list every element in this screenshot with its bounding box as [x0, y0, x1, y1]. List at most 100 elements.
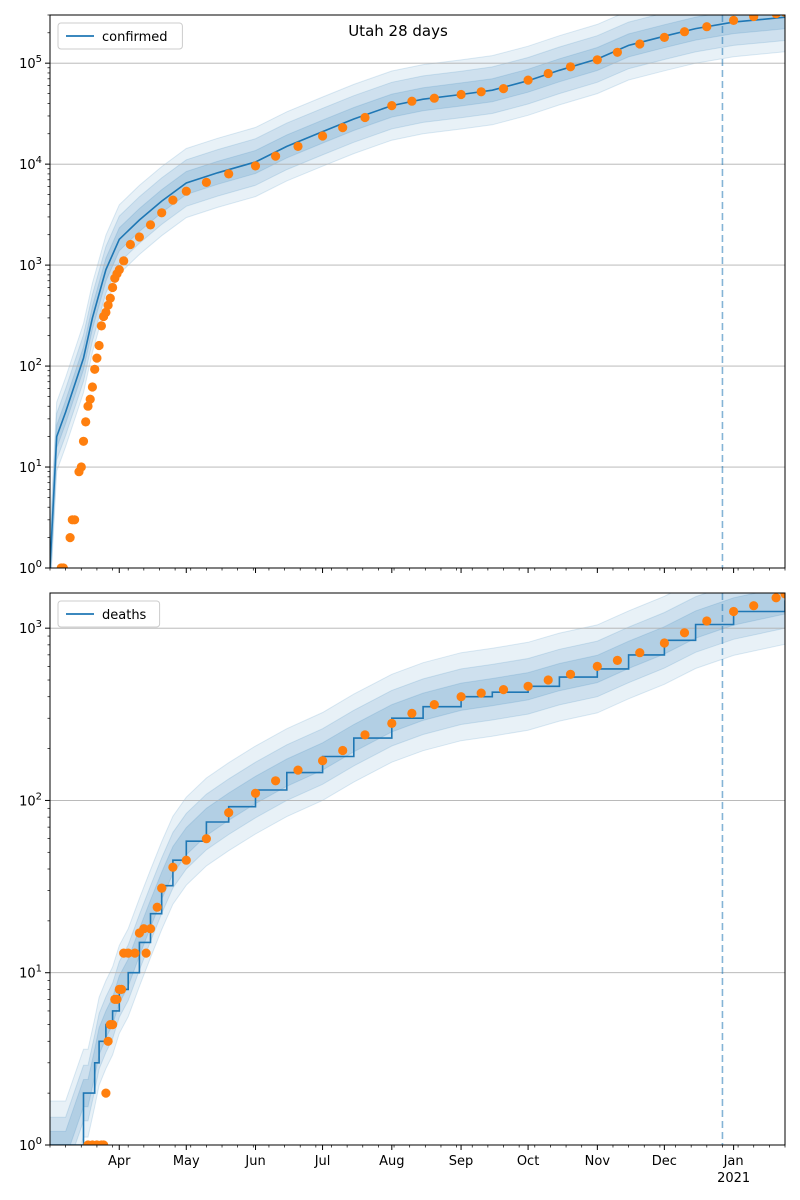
confirmed-observed-point — [293, 141, 303, 151]
x-tick-label: Oct — [517, 1154, 539, 1169]
deaths-observed-point — [702, 616, 712, 626]
confirmed-observed-point — [92, 353, 102, 363]
deaths-band-0 — [50, 593, 785, 1145]
confirmed-observed-point — [94, 340, 104, 351]
confirmed-observed-point — [145, 220, 156, 230]
deaths-observed-point — [108, 1020, 118, 1030]
confirmed-x-ticks — [49, 568, 786, 573]
confirmed-band-0 — [50, 15, 785, 568]
deaths-observed-point — [103, 1036, 113, 1046]
confirmed-observed-point — [65, 533, 75, 543]
deaths-observed-point — [476, 688, 486, 698]
x-tick-label: May — [173, 1154, 200, 1169]
deaths-observed-point — [130, 948, 140, 958]
deaths-observed-point — [99, 1140, 109, 1145]
confirmed-observed-point — [108, 282, 118, 293]
confirmed-chart: 100 101 102 103 104 105 confirmed Utah 28 day… — [19, 14, 786, 577]
y-tick-label: 103 — [19, 619, 42, 637]
confirmed-observed-point — [565, 62, 576, 72]
x-tick-label: Dec — [652, 1154, 677, 1169]
deaths-observed-point — [112, 994, 122, 1005]
confirmed-observed-point — [134, 232, 144, 242]
confirmed-observed-point — [157, 208, 167, 218]
deaths-observed-point — [271, 776, 281, 786]
y-tick-label: 104 — [19, 155, 42, 173]
deaths-observed-point — [635, 648, 645, 658]
deaths-observed-point — [141, 948, 151, 958]
y-tick-label: 100 — [19, 559, 42, 577]
confirmed-observed-point — [103, 300, 113, 310]
y-tick-label: 105 — [19, 54, 42, 72]
confirmed-observed-point — [592, 55, 602, 65]
x-tick-label: Jun — [244, 1154, 265, 1169]
deaths-observed-point — [659, 638, 670, 648]
deaths-observed-points — [83, 593, 785, 1145]
confirmed-observed-point — [105, 293, 115, 303]
confirmed-observed-point — [168, 195, 178, 205]
deaths-observed-point — [201, 834, 211, 844]
confirmed-observed-point — [125, 239, 135, 250]
deaths-observed-point — [456, 692, 466, 702]
confirmed-legend-box — [57, 22, 183, 50]
y-tick-label: 102 — [19, 791, 42, 809]
confirmed-observed-point — [387, 101, 397, 111]
deaths-observed-point — [387, 718, 397, 729]
confirmed-observed-point — [90, 364, 100, 374]
confirmed-observed-point — [101, 307, 111, 317]
deaths-observed-point — [293, 765, 303, 775]
chart-title: Utah 28 days — [348, 22, 448, 40]
confirmed-observed-point — [702, 22, 712, 32]
deaths-observed-point — [429, 700, 439, 710]
confirmed-observed-point — [612, 47, 623, 57]
confirmed-observed-point — [271, 151, 281, 161]
deaths-observed-point — [116, 984, 127, 995]
confirmed-observed-points — [56, 15, 785, 568]
confirmed-observed-point — [114, 265, 124, 275]
deaths-observed-point — [145, 924, 156, 934]
confirmed-observed-point — [729, 15, 739, 25]
confirmed-observed-point — [749, 15, 759, 22]
y-tick-label: 102 — [19, 357, 42, 375]
confirmed-observed-point — [78, 436, 89, 446]
deaths-observed-point — [565, 669, 576, 679]
deaths-observed-point — [318, 756, 328, 766]
confirmed-observed-point — [58, 563, 68, 568]
y-tick-label: 101 — [19, 458, 42, 476]
confirmed-observed-point — [201, 177, 211, 187]
deaths-legend: deaths — [57, 600, 161, 628]
deaths-observed-point — [523, 681, 533, 691]
confirmed-observed-point — [76, 462, 86, 472]
x-tick-label: Aug — [379, 1154, 404, 1169]
confirmed-plot-frame — [49, 14, 786, 569]
confirmed-observed-point — [83, 401, 93, 411]
confirmed-observed-point — [523, 75, 533, 85]
deaths-observed-point — [157, 883, 167, 893]
deaths-observed-point — [543, 675, 553, 685]
deaths-observed-point — [612, 655, 623, 666]
deaths-observed-point — [407, 708, 417, 719]
deaths-legend-label: deaths — [102, 608, 147, 623]
confirmed-observed-point — [456, 89, 466, 100]
deaths-observed-point — [181, 855, 191, 865]
confirmed-observed-point — [635, 39, 645, 49]
confirmed-observed-point — [771, 15, 781, 19]
deaths-model-bands — [50, 593, 785, 1145]
confirmed-band-1 — [50, 15, 785, 568]
confirmed-legend-label: confirmed — [102, 30, 168, 45]
deaths-observed-point — [338, 745, 348, 756]
confirmed-observed-point — [224, 169, 234, 179]
confirmed-observed-point — [476, 87, 486, 97]
x-tick-year-label: 2021 — [717, 1171, 750, 1186]
confirmed-observed-point — [318, 131, 328, 141]
confirmed-observed-point — [543, 68, 553, 79]
confirmed-observed-point — [119, 256, 129, 266]
deaths-observed-point — [498, 685, 509, 695]
x-tick-label: Jan — [723, 1154, 744, 1169]
confirmed-observed-point — [85, 394, 95, 404]
deaths-observed-point — [679, 628, 690, 638]
confirmed-observed-point — [407, 96, 417, 106]
deaths-observed-point — [123, 948, 133, 958]
